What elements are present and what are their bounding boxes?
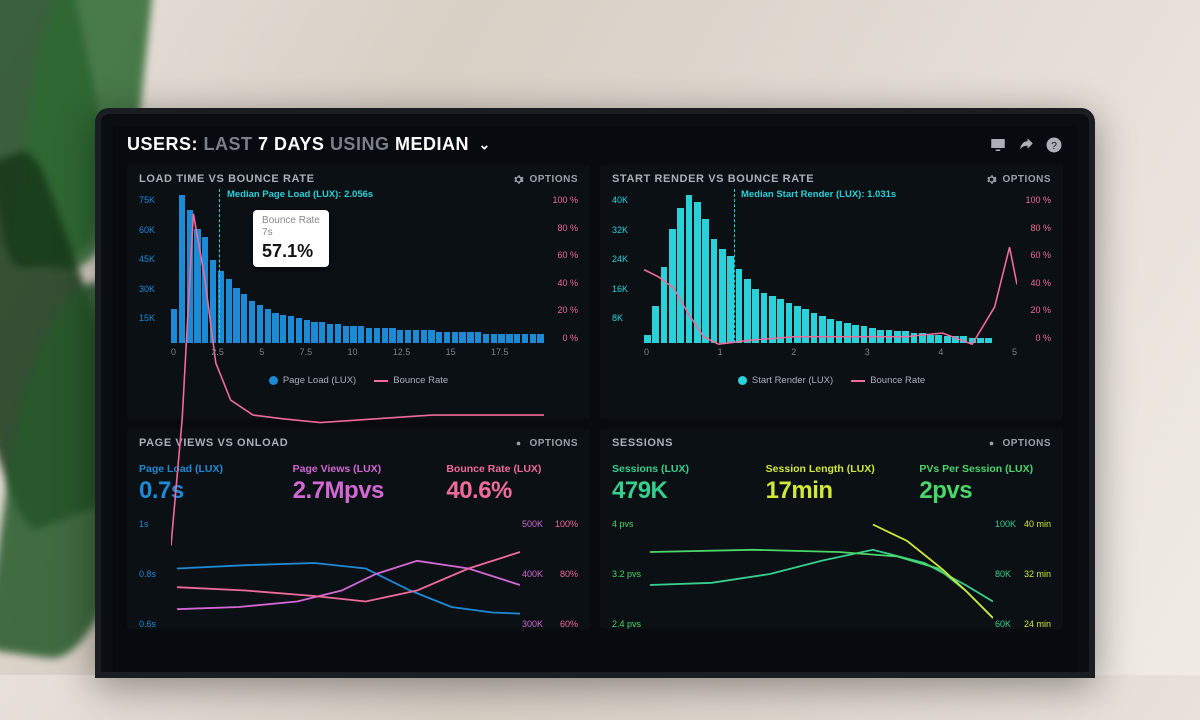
laptop-frame: USERS: LAST 7 DAYS USING MEDIAN ⌃ ? LOAD… [95,108,1095,678]
monitor-icon[interactable] [989,136,1007,154]
median-line [734,189,735,343]
help-icon[interactable]: ? [1045,136,1063,154]
chevron-down-icon: ⌃ [478,135,490,152]
x-axis: 02.557.51012.51517.5 [171,347,544,365]
median-label: Median Page Load (LUX): 2.056s [227,189,373,200]
title-metric: MEDIAN [395,134,469,154]
panel-title: START RENDER VS BOUNCE RATE [612,173,814,185]
chart-sessions[interactable]: 4 pvs3.2 pvs2.4 pvs 100K40 min80K32 min6… [600,509,1063,629]
panel-title: LOAD TIME VS BOUNCE RATE [139,173,315,185]
y-axis-right: 100 %80 %60 %40 %20 %0 % [1021,195,1051,343]
y-axis-left: 1s0.8s0.6s [139,519,173,629]
title-using: USING [330,134,390,154]
options-button[interactable]: OPTIONS [513,174,578,185]
median-label: Median Start Render (LUX): 1.031s [741,189,896,200]
options-button[interactable]: OPTIONS [986,174,1051,185]
y-axis-right: 500K100%400K80%300K60% [544,519,578,629]
title-last: LAST [204,134,253,154]
svg-text:?: ? [1051,139,1057,151]
gear-icon [513,174,524,185]
multi-curve [177,519,520,629]
topbar: USERS: LAST 7 DAYS USING MEDIAN ⌃ ? [113,126,1077,165]
chart-pageviews[interactable]: 1s0.8s0.6s 500K100%400K80%300K60% [127,509,590,629]
panel-render-bounce: START RENDER VS BOUNCE RATE OPTIONS 40K3… [600,165,1063,419]
tooltip: Bounce Rate 7s 57.1% [253,210,329,268]
dashboard-screen: USERS: LAST 7 DAYS USING MEDIAN ⌃ ? LOAD… [113,126,1077,672]
y-axis-right: 100K40 min80K32 min60K24 min [1017,519,1051,629]
page-title-selector[interactable]: USERS: LAST 7 DAYS USING MEDIAN ⌃ [127,134,491,155]
share-icon[interactable] [1017,136,1035,154]
y-axis-left: 40K32K24K16K8K [612,195,642,343]
y-axis-left: 75K60K45K30K15K [139,195,169,343]
title-users: USERS: [127,134,198,154]
x-axis: 012345 [644,347,1017,365]
chart-render-bounce[interactable]: 40K32K24K16K8K 100 %80 %60 %40 %20 %0 % … [612,195,1051,365]
panel-load-bounce: LOAD TIME VS BOUNCE RATE OPTIONS 75K60K4… [127,165,590,419]
y-axis-left: 4 pvs3.2 pvs2.4 pvs [612,519,646,629]
median-line [219,189,220,343]
gear-icon [986,174,997,185]
y-axis-right: 100 %80 %60 %40 %20 %0 % [548,195,578,343]
title-period: 7 DAYS [258,134,324,154]
chart-load-bounce[interactable]: 75K60K45K30K15K 100 %80 %60 %40 %20 %0 %… [139,195,578,365]
multi-curve [650,519,993,629]
